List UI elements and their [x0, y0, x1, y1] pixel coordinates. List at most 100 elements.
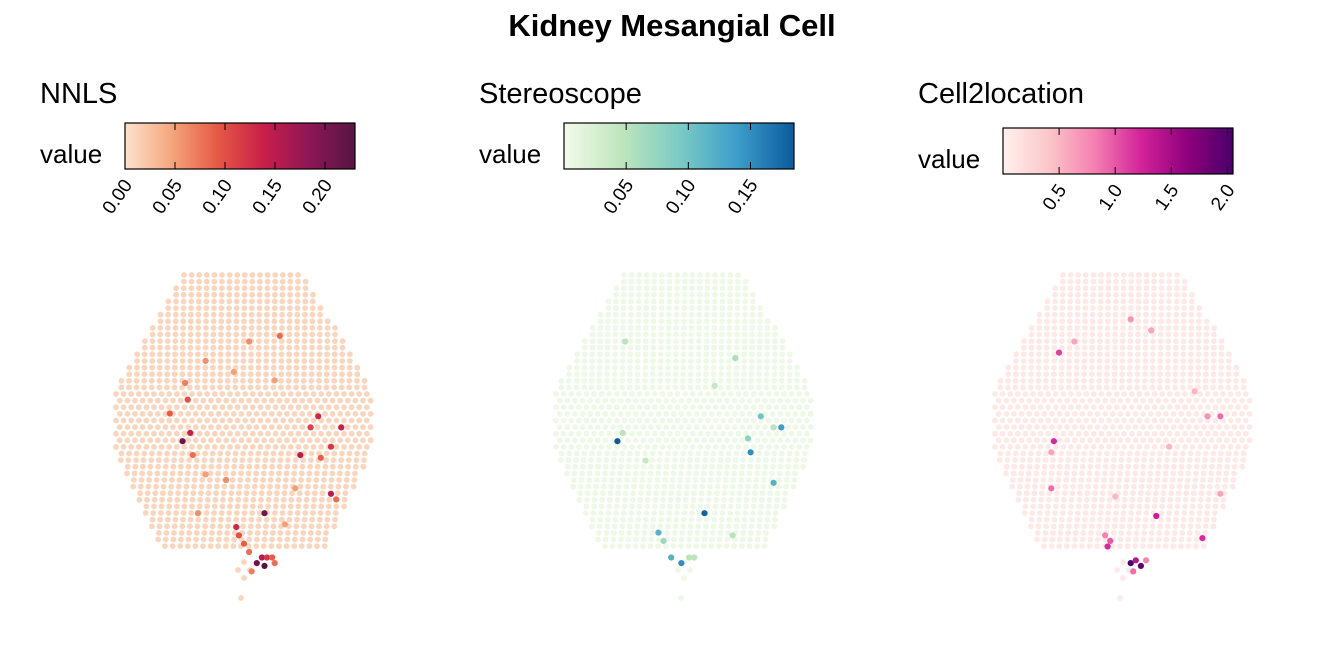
spot	[1148, 463, 1154, 470]
spot	[667, 503, 673, 510]
spot	[1135, 318, 1142, 325]
spot	[179, 364, 186, 371]
spot	[1068, 496, 1075, 503]
spot	[726, 351, 732, 358]
spot	[687, 450, 694, 457]
spot	[719, 298, 726, 305]
spot	[321, 470, 328, 477]
spot	[1052, 417, 1059, 424]
spot	[1030, 404, 1036, 411]
spot	[1032, 483, 1038, 490]
spot	[216, 530, 223, 536]
spot	[338, 384, 345, 391]
spot	[643, 318, 649, 325]
spot	[693, 411, 700, 417]
spot	[301, 318, 308, 325]
spot	[1142, 351, 1149, 358]
spot	[663, 463, 670, 470]
spot	[325, 391, 332, 397]
spot	[1124, 543, 1131, 549]
spot	[1202, 384, 1209, 391]
spot	[658, 291, 665, 298]
spot	[1088, 450, 1095, 457]
spot	[227, 444, 233, 450]
spot	[192, 470, 199, 477]
spot	[760, 483, 767, 490]
spot	[233, 338, 240, 344]
spot	[591, 417, 597, 424]
spot	[286, 344, 293, 351]
spot	[593, 483, 599, 490]
spot	[1203, 325, 1210, 331]
spot	[1188, 305, 1195, 311]
spot	[1218, 364, 1224, 371]
spot	[1158, 278, 1165, 285]
spot	[560, 444, 567, 450]
spot	[658, 285, 665, 292]
spot	[294, 291, 301, 298]
spot	[1144, 404, 1150, 411]
spot	[1074, 305, 1081, 311]
spot	[241, 298, 248, 305]
spot	[646, 483, 653, 490]
spot	[280, 404, 287, 411]
spot	[162, 424, 169, 430]
spot	[1030, 417, 1036, 424]
spot	[655, 470, 662, 477]
spot	[157, 318, 164, 325]
spot	[257, 278, 263, 285]
spot	[352, 437, 359, 444]
spot	[1231, 437, 1238, 444]
spot	[263, 450, 269, 457]
spot	[755, 530, 762, 536]
spot	[1082, 510, 1089, 516]
spot	[260, 470, 267, 477]
spot	[173, 510, 180, 516]
spot	[311, 496, 318, 503]
spot	[263, 523, 269, 530]
spot	[169, 470, 176, 477]
spot	[613, 298, 619, 305]
spot	[1059, 338, 1065, 344]
spot	[332, 516, 338, 523]
spot	[289, 490, 295, 497]
spot	[211, 444, 218, 450]
spot	[748, 364, 755, 371]
spot	[1128, 444, 1135, 450]
spot	[743, 444, 749, 450]
spot	[271, 318, 278, 325]
spot	[615, 490, 621, 497]
spot	[279, 272, 286, 278]
spot	[796, 404, 803, 411]
spot	[757, 510, 764, 516]
spot	[202, 523, 209, 530]
spot	[598, 391, 605, 397]
spot	[223, 437, 230, 444]
spot	[650, 311, 657, 318]
spot	[1044, 298, 1051, 305]
spot	[671, 457, 678, 463]
spot	[1246, 411, 1253, 417]
spot	[113, 444, 119, 450]
spot	[604, 450, 610, 457]
spot	[732, 457, 739, 463]
spot	[665, 516, 672, 523]
spot	[301, 516, 308, 523]
spot	[680, 364, 687, 371]
spot	[169, 543, 176, 549]
spot	[204, 404, 211, 411]
spot	[363, 417, 370, 424]
spot	[1128, 510, 1134, 516]
spot	[233, 298, 240, 305]
spot	[1034, 457, 1041, 463]
spot	[1242, 391, 1249, 397]
spot	[1130, 483, 1137, 490]
spot	[329, 411, 336, 417]
spot	[1193, 463, 1200, 470]
spot	[625, 463, 632, 470]
spot	[135, 391, 142, 397]
spot	[579, 470, 586, 477]
spot	[1178, 463, 1185, 470]
spot	[1142, 318, 1149, 325]
spot	[776, 470, 783, 477]
